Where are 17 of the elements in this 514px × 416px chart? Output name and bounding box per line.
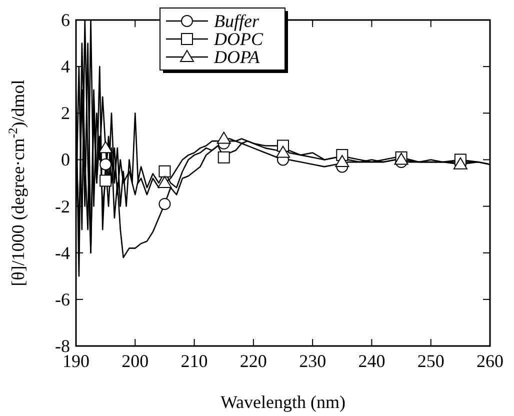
x-tick-label: 240	[358, 351, 386, 371]
x-tick-label: 260	[476, 351, 504, 371]
y-tick-label: -2	[55, 196, 70, 216]
y-tick-label: 2	[61, 103, 70, 124]
y-tick-label: 0	[61, 150, 70, 170]
x-tick-label: 210	[180, 351, 208, 371]
x-axis-title: Wavelength (nm)	[220, 392, 346, 412]
x-tick-label: 200	[122, 351, 149, 371]
x-tick-label: 230	[299, 351, 326, 371]
x-tick-label: 220	[240, 351, 267, 371]
y-tick-label: 6	[61, 10, 70, 30]
y-tick-label: -6	[55, 289, 70, 310]
legend-label: Buffer	[214, 11, 260, 31]
x-tick-label: 250	[417, 351, 444, 371]
y-tick-label: 4	[61, 56, 70, 77]
y-tick-label: -4	[55, 242, 70, 263]
legend-label: DOPA	[213, 47, 261, 67]
